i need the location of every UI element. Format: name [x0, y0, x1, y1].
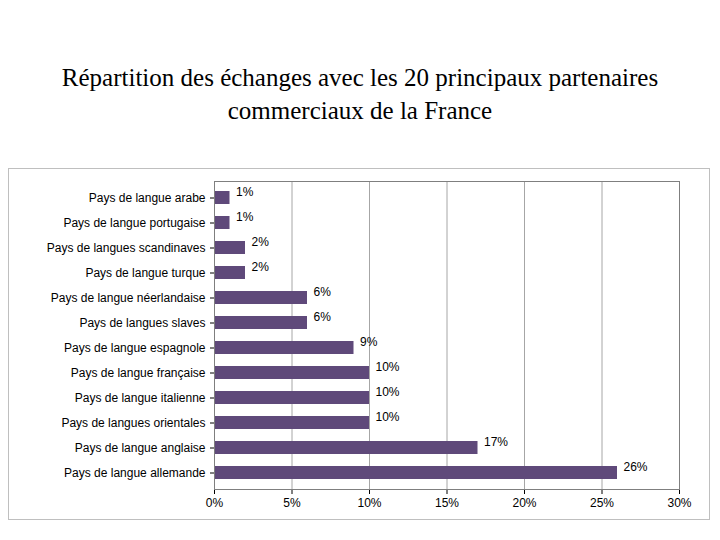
svg-text:10%: 10%	[376, 385, 400, 399]
svg-text:Pays de langues scandinaves: Pays de langues scandinaves	[47, 241, 206, 255]
svg-text:Pays de langues orientales: Pays de langues orientales	[61, 416, 205, 430]
svg-text:6%: 6%	[314, 310, 332, 324]
svg-text:10%: 10%	[376, 410, 400, 424]
svg-text:Pays de langue portugaise: Pays de langue portugaise	[63, 216, 205, 230]
svg-text:Pays de langue allemande: Pays de langue allemande	[64, 466, 206, 480]
svg-text:20%: 20%	[512, 496, 536, 510]
svg-text:15%: 15%	[435, 496, 459, 510]
svg-text:2%: 2%	[252, 260, 270, 274]
svg-text:Pays de langue espagnole: Pays de langue espagnole	[64, 341, 206, 355]
svg-text:6%: 6%	[314, 285, 332, 299]
svg-text:Pays de langue italienne: Pays de langue italienne	[75, 391, 206, 405]
svg-text:0%: 0%	[206, 496, 224, 510]
svg-text:30%: 30%	[667, 496, 691, 510]
svg-text:Pays de langue arabe: Pays de langue arabe	[89, 191, 206, 205]
svg-text:5%: 5%	[283, 496, 301, 510]
svg-text:25%: 25%	[590, 496, 614, 510]
svg-text:Pays de langues slaves: Pays de langues slaves	[79, 316, 205, 330]
svg-text:10%: 10%	[376, 360, 400, 374]
html-text:Répartition des échanges avec: Répartition des échanges avec les 20 pri…	[61, 64, 659, 124]
svg-text:Pays de langue française: Pays de langue française	[71, 366, 206, 380]
svg-text:1%: 1%	[236, 210, 254, 224]
svg-text:Pays de langue turque: Pays de langue turque	[85, 266, 205, 280]
svg-text:Pays de langue néerlandaise: Pays de langue néerlandaise	[51, 291, 206, 305]
svg-text:Pays de langue anglaise: Pays de langue anglaise	[75, 441, 206, 455]
svg-text:9%: 9%	[360, 335, 378, 349]
svg-text:2%: 2%	[252, 235, 270, 249]
svg-text:10%: 10%	[357, 496, 381, 510]
svg-text:17%: 17%	[484, 435, 508, 449]
svg-text:1%: 1%	[236, 185, 254, 199]
svg-text:26%: 26%	[624, 460, 648, 474]
